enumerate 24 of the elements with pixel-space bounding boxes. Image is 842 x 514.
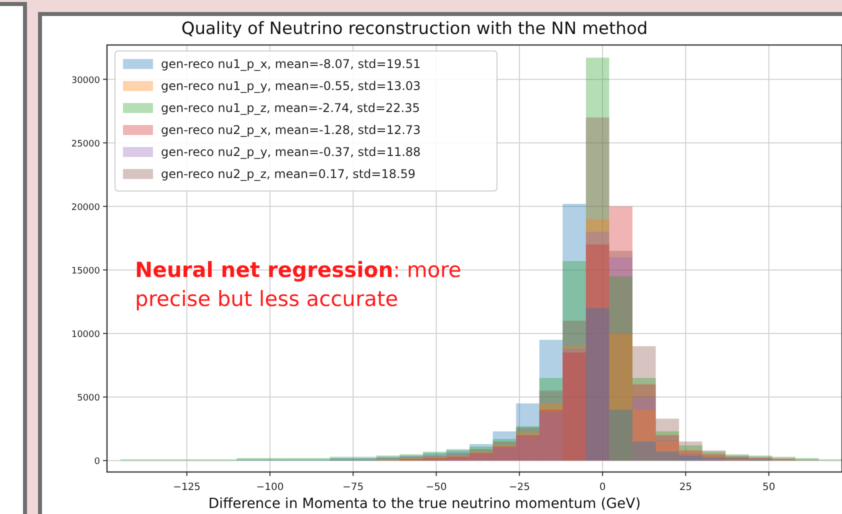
annotation: Neural net regression: more precise but less accurate (135, 258, 462, 311)
x-tick-label: 25 (679, 482, 692, 493)
y-tick-label: 30000 (71, 76, 100, 86)
legend-label: gen-reco nu1_p_z, mean=-2.74, std=22.35 (161, 101, 420, 115)
y-tick-label: 20000 (71, 202, 100, 213)
legend-label: gen-reco nu1_p_y, mean=-0.55, std=13.03 (161, 79, 421, 93)
x-tick-label: −75 (342, 482, 364, 493)
x-tick-label: −100 (256, 482, 284, 493)
x-tick-label: 50 (762, 482, 776, 493)
chart-title: Quality of Neutrino reconstruction with the NN method (181, 19, 648, 39)
y-tick-label: 0 (94, 457, 100, 468)
y-tick-label: 15000 (71, 266, 100, 276)
x-tick-label: −50 (426, 482, 447, 493)
legend-label: gen-reco nu2_p_x, mean=-1.28, std=12.73 (161, 123, 421, 137)
x-tick-label: −125 (173, 482, 201, 493)
x-tick-label: 0 (599, 482, 606, 493)
y-tick-label: 5000 (77, 394, 100, 404)
legend-label: gen-reco nu2_p_z, mean=0.17, std=18.59 (161, 167, 416, 181)
y-tick-label: 10000 (71, 330, 100, 340)
x-tick-label: −25 (508, 482, 530, 493)
legend-label: gen-reco nu2_p_y, mean=-0.37, std=11.88 (161, 145, 421, 159)
legend-label: gen-reco nu1_p_x, mean=-8.07, std=19.51 (161, 57, 421, 71)
y-tick-label: 25000 (71, 139, 100, 150)
x-axis-title: Difference in Momenta to the true neutrino momentum (GeV) (208, 496, 641, 512)
